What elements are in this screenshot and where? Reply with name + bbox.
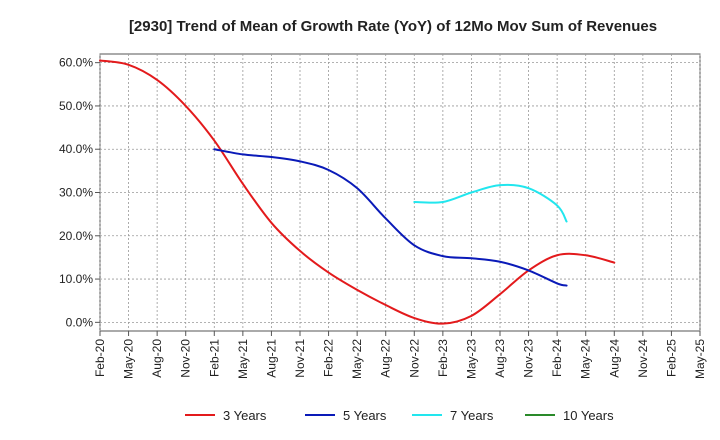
legend-label-5-years: 5 Years [343,408,387,423]
y-tick-label: 60.0% [59,56,93,70]
y-tick-label: 50.0% [59,99,93,113]
x-tick-label: Aug-24 [607,339,621,378]
x-tick-label: May-21 [236,339,250,379]
y-tick-label: 40.0% [59,142,93,156]
series-line-5-years [213,148,568,287]
x-tick-label: Feb-21 [207,339,221,377]
y-tick-label: 30.0% [59,186,93,200]
x-tick-label: Aug-23 [493,339,507,378]
legend-label-10-years: 10 Years [563,408,614,423]
x-axis: Feb-20 May-20 Aug-20 Nov-20 Feb-21 May-21 Aug-… [93,331,707,379]
y-tick-label: 10.0% [59,272,93,286]
series-line-7-years [413,183,568,223]
x-tick-label: Feb-24 [550,339,564,377]
x-tick-label: Nov-23 [522,339,536,378]
chart-title: [2930] Trend of Mean of Growth Rate (YoY… [129,18,657,35]
series-lines [99,59,616,325]
legend: 3 Years 5 Years 7 Years 10 Years [185,408,614,423]
x-tick-label: Aug-21 [264,339,278,378]
y-tick-label: 0.0% [66,315,94,329]
x-tick-label: Nov-22 [407,339,421,378]
x-tick-label: Aug-20 [150,339,164,378]
x-tick-label: Feb-25 [664,339,678,377]
x-tick-label: May-20 [122,339,136,379]
x-tick-label: May-23 [464,339,478,379]
x-tick-label: Nov-24 [636,339,650,378]
x-tick-label: Feb-20 [93,339,107,377]
x-tick-label: May-22 [350,339,364,379]
x-tick-label: Nov-20 [179,339,193,378]
legend-label-3-years: 3 Years [223,408,267,423]
x-tick-label: Feb-22 [322,339,336,377]
x-tick-label: May-25 [693,339,707,379]
x-tick-label: May-24 [579,339,593,379]
x-tick-label: Aug-22 [379,339,393,378]
x-tick-label: Nov-21 [293,339,307,378]
legend-label-7-years: 7 Years [450,408,494,423]
y-tick-label: 20.0% [59,229,93,243]
y-axis: 0.0% 10.0% 20.0% 30.0% 40.0% 50.0% 60.0% [59,56,100,329]
x-tick-label: Feb-23 [436,339,450,377]
grid-lines [99,54,701,331]
